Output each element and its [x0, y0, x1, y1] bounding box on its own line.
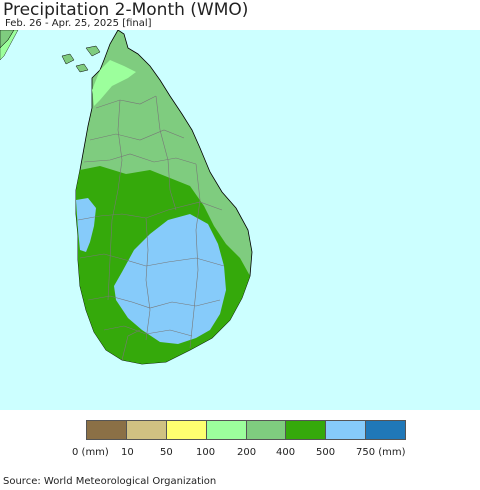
legend-swatch-2 [166, 421, 207, 439]
legend-swatch-3 [206, 421, 247, 439]
legend-label-0: 0 (mm) [72, 447, 109, 458]
jaffna-island-3 [85, 45, 101, 57]
legend-swatch-4 [246, 421, 287, 439]
legend-label-4: 200 [237, 447, 257, 458]
legend-color-bar [86, 420, 406, 440]
legend-swatch-6 [326, 421, 367, 439]
map-subtitle: Feb. 26 - Apr. 25, 2025 [final] [5, 18, 152, 29]
source-credit: Source: World Meteorological Organizatio… [3, 476, 217, 487]
legend-label-3: 100 [196, 447, 216, 458]
jaffna-islands [61, 53, 75, 65]
legend-labels: 0 (mm) 10 50 100 200 400 500 750 (mm) [0, 447, 480, 461]
legend-label-6: 500 [316, 447, 336, 458]
legend-swatch-0 [87, 421, 127, 439]
india-strip [0, 30, 19, 61]
legend-label-5: 400 [276, 447, 296, 458]
map-title: Precipitation 2-Month (WMO) [3, 0, 249, 20]
legend-swatch-1 [126, 421, 167, 439]
district-boundaries [77, 95, 225, 361]
legend-label-1: 10 [121, 447, 134, 458]
jaffna-island-2 [75, 63, 89, 73]
west-blue-patch [76, 198, 96, 252]
legend-label-2: 50 [160, 447, 173, 458]
central-blue-zone [114, 214, 226, 344]
legend-label-7: 750 (mm) [356, 447, 406, 458]
legend-swatch-7 [366, 421, 405, 439]
precipitation-map [0, 30, 480, 410]
legend-swatch-5 [286, 421, 327, 439]
northern-light-green [92, 60, 136, 106]
